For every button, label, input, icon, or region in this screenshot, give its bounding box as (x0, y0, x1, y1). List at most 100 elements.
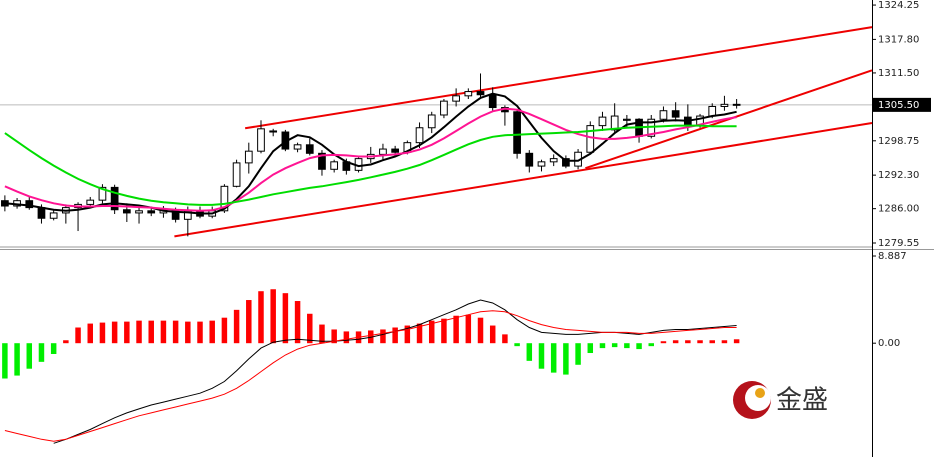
histogram-bar (246, 300, 252, 344)
histogram-bar (538, 343, 545, 369)
candle-body (610, 115, 619, 131)
histogram-bar (111, 321, 118, 344)
histogram-bar (404, 325, 411, 344)
candle-body (586, 125, 595, 153)
histogram-bar (50, 343, 57, 354)
logo: 金盛 (733, 381, 828, 419)
candle-body (476, 91, 485, 96)
candle-body (427, 114, 436, 129)
y-tick-label: 8.887 (878, 251, 907, 262)
moving-average (4, 124, 737, 206)
histogram-bar (550, 343, 557, 373)
candle-body (488, 94, 497, 109)
histogram-bar (197, 321, 203, 344)
histogram-bar (672, 340, 679, 344)
candle-body (110, 186, 119, 211)
candle-body (49, 212, 58, 219)
candle-body (98, 186, 107, 201)
histogram-bar (343, 331, 350, 344)
candle-body (525, 152, 534, 167)
histogram-bar (270, 289, 276, 344)
candle-body (305, 144, 314, 154)
candle-body (135, 210, 143, 214)
trendline (174, 121, 873, 238)
y-tick-label: 1317.80 (878, 34, 919, 45)
histogram-bar (441, 318, 447, 344)
candle-body (391, 148, 399, 153)
histogram-bar (733, 339, 740, 344)
candle-body (562, 158, 570, 167)
candle-body (720, 103, 729, 107)
histogram-bar (221, 317, 228, 344)
y-tick-label: 1279.55 (878, 238, 919, 249)
histogram-bar (611, 343, 618, 348)
histogram-bar (307, 313, 313, 344)
histogram-bar (282, 293, 289, 344)
histogram-bar (380, 329, 386, 344)
moving-average (4, 107, 737, 212)
trendline (244, 26, 873, 130)
last-price-label: 1305.50 (878, 100, 919, 111)
histogram-bar (685, 340, 691, 344)
logo-icon (755, 388, 765, 398)
histogram-bar (721, 340, 728, 344)
histogram-bar (514, 343, 520, 347)
histogram-bar (575, 343, 581, 365)
histogram-bar (124, 321, 130, 344)
histogram-bar (709, 340, 715, 344)
candle-body (86, 199, 95, 205)
histogram-bar (489, 325, 496, 344)
y-tick-label: 1298.75 (878, 136, 919, 147)
histogram-bar (636, 343, 642, 350)
histogram-bar (2, 343, 8, 379)
histogram-bar (319, 324, 325, 344)
histogram-bar (75, 327, 81, 344)
histogram-bar (392, 327, 398, 344)
candle-body (232, 162, 241, 187)
candle-body (549, 158, 558, 163)
histogram-bar (14, 343, 20, 376)
candle-body (147, 210, 156, 214)
histogram-bar (599, 343, 606, 349)
histogram-bar (587, 343, 594, 354)
watermark: 金盛 (776, 386, 828, 416)
candle-body (452, 95, 460, 102)
candle-body (330, 161, 339, 170)
histogram-bar (38, 343, 45, 362)
histogram-bar (99, 322, 106, 344)
histogram-bar (502, 334, 508, 344)
candle-body (440, 100, 448, 116)
candle-body (257, 128, 265, 152)
histogram-bar (148, 320, 154, 344)
candle-body (708, 105, 717, 117)
candle-body (122, 209, 131, 214)
moving-average (4, 92, 737, 215)
histogram-bar (477, 317, 484, 344)
histogram-bar (209, 320, 215, 344)
macd-line (4, 310, 737, 442)
histogram-bar (563, 343, 569, 375)
candle-body (513, 111, 521, 154)
histogram-bar (136, 320, 142, 344)
candle-body (659, 110, 668, 120)
histogram-bar (416, 323, 423, 344)
candle-body (37, 207, 46, 219)
candle-body (732, 103, 741, 106)
y-tick-label: 1292.30 (878, 170, 919, 181)
candle-body (598, 116, 607, 127)
candle-body (25, 200, 34, 209)
y-tick-label: 1324.25 (878, 0, 919, 11)
candle-body (318, 152, 326, 170)
histogram-bar (258, 291, 264, 344)
histogram-bar (697, 340, 703, 344)
y-tick-label: 1311.50 (878, 68, 919, 79)
candle-body (244, 150, 253, 164)
candle-body (464, 91, 473, 97)
histogram-bar (294, 301, 301, 344)
histogram-bar (428, 320, 435, 344)
histogram-bar (453, 315, 459, 344)
last-price-box (873, 97, 931, 112)
